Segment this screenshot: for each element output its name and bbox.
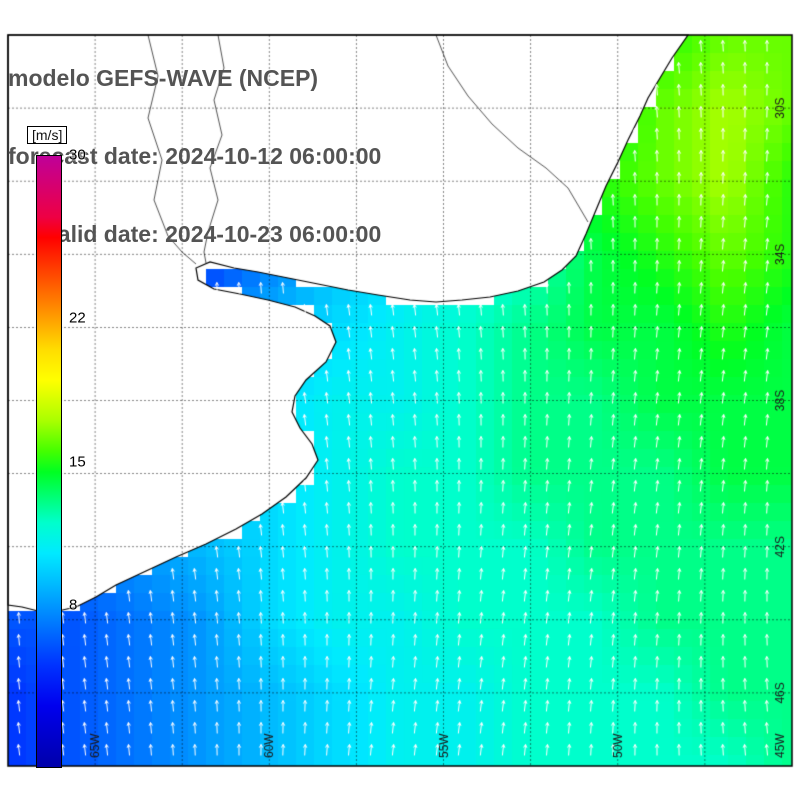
colorbar: [m/s] 30 22 15 8 [27, 126, 86, 768]
colorbar-tick-label: 30 [69, 146, 86, 164]
colorbar-tick-label: 8 [69, 596, 78, 614]
model-title: modelo GEFS-WAVE (NCEP) [8, 65, 319, 91]
colorbar-tick-label: 22 [69, 309, 86, 327]
colorbar-tick-labels: 30 22 15 8 [36, 147, 86, 768]
colorbar-unit-label: [m/s] [27, 126, 68, 144]
colorbar-tick-label: 15 [69, 453, 86, 470]
title-block: modelo GEFS-WAVE (NCEP) forecast date: 2… [8, 13, 381, 299]
valid-date-label: valid date: 2024-10-23 06:00:00 [45, 221, 382, 247]
colorbar-gradient [36, 155, 62, 768]
forecast-date-label: forecast date: 2024-10-12 06:00:00 [8, 143, 382, 169]
